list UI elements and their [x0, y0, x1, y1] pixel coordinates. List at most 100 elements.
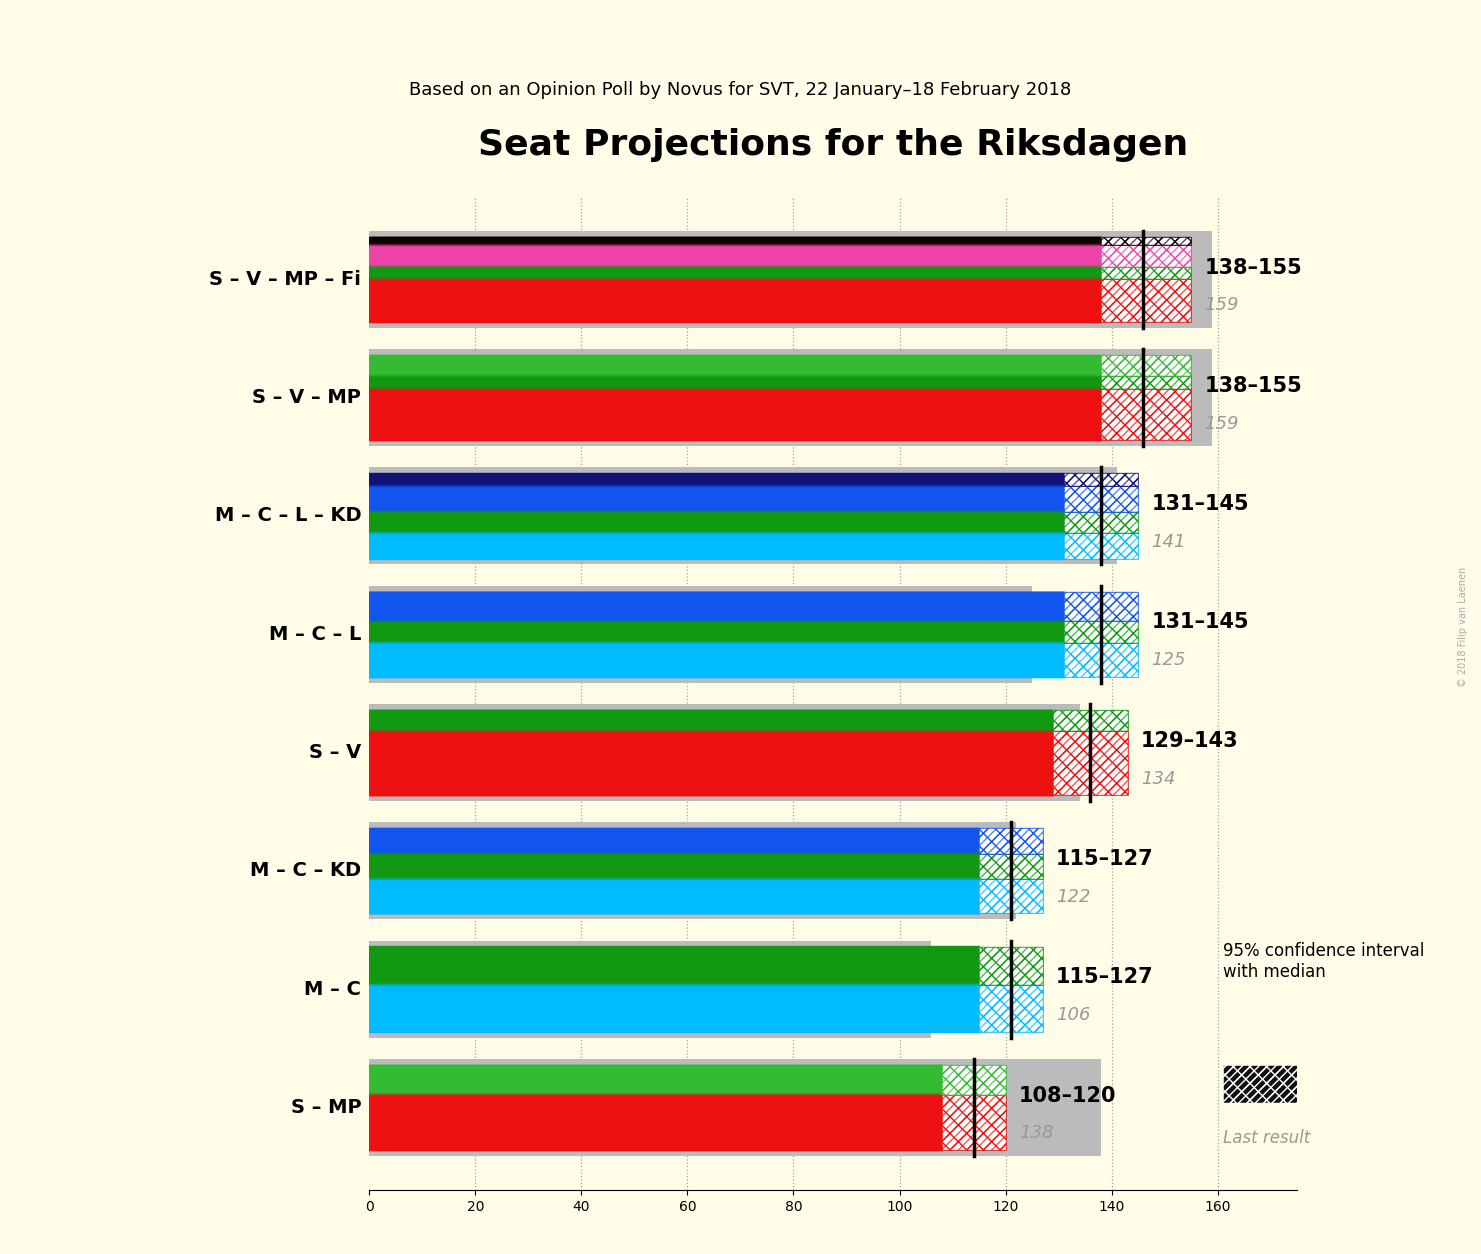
Bar	[1053, 731, 1127, 795]
Bar	[1063, 622, 1137, 643]
Bar	[369, 703, 1080, 801]
Bar	[1063, 473, 1137, 487]
Bar	[979, 854, 1043, 879]
Bar	[369, 468, 1117, 564]
Bar	[1100, 355, 1191, 376]
Bar	[369, 823, 1016, 919]
Text: 106: 106	[1056, 1006, 1090, 1025]
Bar	[979, 947, 1043, 984]
Bar	[369, 586, 1032, 682]
Bar	[1063, 592, 1137, 622]
Bar	[1063, 592, 1137, 622]
Bar	[1053, 710, 1127, 731]
Bar	[1053, 731, 1127, 795]
Bar	[942, 1095, 1006, 1150]
Bar	[979, 879, 1043, 913]
Bar	[1063, 473, 1137, 487]
Bar	[1063, 487, 1137, 512]
Text: 115–127: 115–127	[1056, 967, 1154, 987]
Bar	[1100, 246, 1191, 267]
Text: 141: 141	[1151, 533, 1186, 551]
Text: Based on an Opinion Poll by Novus for SVT, 22 January–18 February 2018: Based on an Opinion Poll by Novus for SV…	[409, 82, 1072, 99]
Text: 125: 125	[1151, 651, 1186, 670]
Bar	[1063, 473, 1137, 487]
Bar	[1063, 487, 1137, 512]
Bar	[979, 984, 1043, 1032]
Bar	[979, 854, 1043, 879]
Text: M – C – KD: M – C – KD	[250, 861, 361, 880]
Bar	[979, 828, 1043, 854]
Text: S – V – MP – Fi: S – V – MP – Fi	[209, 270, 361, 288]
Bar	[979, 947, 1043, 984]
Text: 138: 138	[1019, 1125, 1053, 1142]
Bar	[942, 1065, 1006, 1095]
Bar	[1053, 710, 1127, 731]
Bar	[1100, 267, 1191, 280]
Bar	[1223, 1065, 1318, 1104]
Bar	[1063, 643, 1137, 677]
Text: M – C – L: M – C – L	[270, 624, 361, 643]
Text: 131–145: 131–145	[1151, 612, 1248, 632]
Bar	[1063, 643, 1137, 677]
Bar	[1063, 533, 1137, 558]
Bar	[1100, 267, 1191, 280]
Bar	[1100, 376, 1191, 389]
Text: S – MP: S – MP	[290, 1099, 361, 1117]
Bar	[1063, 622, 1137, 643]
Bar	[1100, 376, 1191, 389]
Bar	[1063, 487, 1137, 512]
Bar	[1100, 237, 1191, 246]
Text: 122: 122	[1056, 888, 1090, 905]
Bar	[979, 879, 1043, 913]
Text: S – V – MP: S – V – MP	[252, 389, 361, 408]
Bar	[369, 349, 1213, 446]
Text: M – C: M – C	[305, 979, 361, 998]
Bar	[942, 1065, 1006, 1095]
Text: © 2018 Filip van Laenen: © 2018 Filip van Laenen	[1459, 567, 1468, 687]
Bar	[1100, 280, 1191, 322]
Bar	[1100, 237, 1191, 246]
Text: 115–127: 115–127	[1056, 849, 1154, 869]
Text: 108–120: 108–120	[1019, 1086, 1117, 1106]
Bar	[1063, 643, 1137, 677]
Bar	[1053, 710, 1127, 731]
Text: 138–155: 138–155	[1204, 257, 1302, 277]
Text: 159: 159	[1204, 415, 1240, 433]
Bar	[1053, 731, 1127, 795]
Bar	[1063, 512, 1137, 533]
Text: 138–155: 138–155	[1204, 376, 1302, 396]
Title: Seat Projections for the Riksdagen: Seat Projections for the Riksdagen	[478, 128, 1188, 162]
Bar	[1100, 246, 1191, 267]
Bar	[1100, 389, 1191, 440]
Bar	[369, 231, 1213, 327]
Text: 95% confidence interval
with median: 95% confidence interval with median	[1223, 942, 1425, 981]
Bar	[979, 854, 1043, 879]
Bar	[1100, 246, 1191, 267]
Bar	[942, 1095, 1006, 1150]
Bar	[369, 940, 932, 1037]
Bar	[1223, 1065, 1318, 1104]
Text: 159: 159	[1204, 296, 1240, 315]
Bar	[942, 1095, 1006, 1150]
Bar	[369, 1058, 1100, 1156]
Bar	[1063, 512, 1137, 533]
Bar	[979, 879, 1043, 913]
Bar	[1063, 533, 1137, 558]
Bar	[1100, 389, 1191, 440]
Bar	[1100, 237, 1191, 246]
Text: 129–143: 129–143	[1140, 731, 1238, 751]
Bar	[1100, 376, 1191, 389]
Bar	[979, 947, 1043, 984]
Bar	[1063, 622, 1137, 643]
Bar	[1100, 280, 1191, 322]
Bar	[1063, 592, 1137, 622]
Bar	[1100, 267, 1191, 280]
Text: 131–145: 131–145	[1151, 494, 1248, 514]
Bar	[1223, 1065, 1318, 1104]
Bar	[1100, 355, 1191, 376]
Bar	[942, 1065, 1006, 1095]
Bar	[979, 828, 1043, 854]
Bar	[1100, 389, 1191, 440]
Bar	[1100, 280, 1191, 322]
Bar	[1100, 355, 1191, 376]
